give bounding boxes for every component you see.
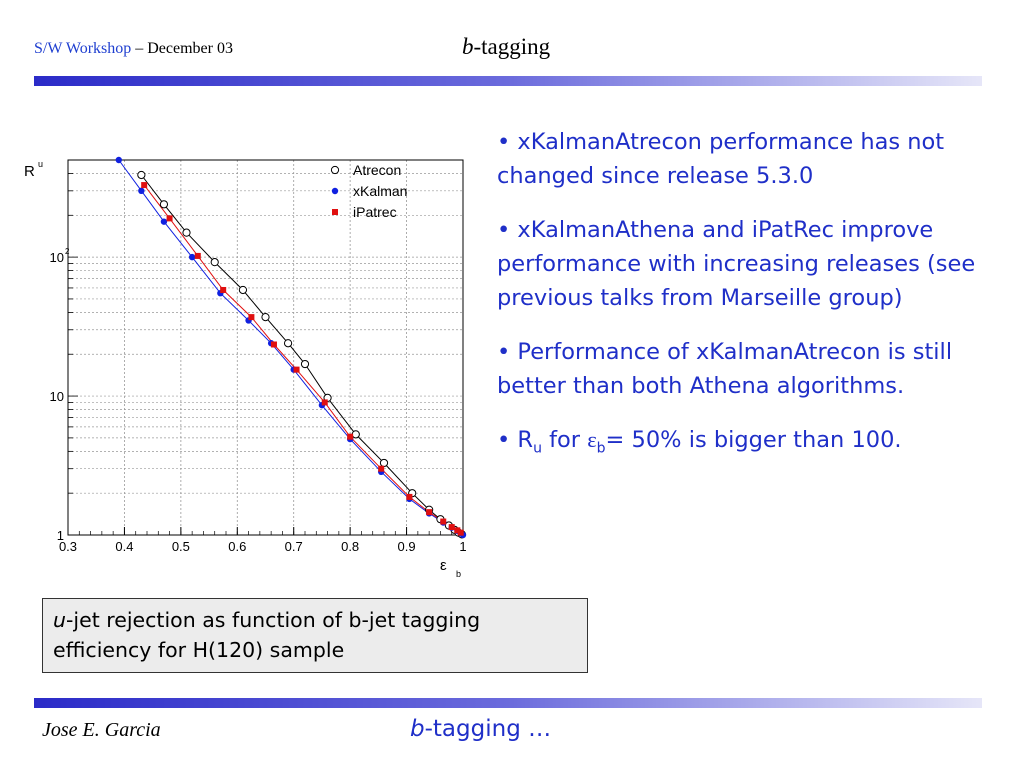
x-tick-label: 0.7 — [285, 539, 303, 554]
x-tick-label: 0.6 — [228, 539, 246, 554]
caption-line-1: u-jet rejection as function of b-jet tag… — [53, 605, 577, 635]
header-dash: – — [131, 40, 148, 57]
point-atrecon — [210, 258, 219, 267]
point-atrecon — [300, 359, 310, 369]
y-tick-label: 10 — [50, 250, 64, 265]
point-ipatrec — [406, 493, 413, 500]
x-tick-label: 0.5 — [172, 539, 190, 554]
point-ipatrec — [141, 182, 148, 189]
y-axis-label: R — [24, 163, 35, 180]
point-atrecon — [137, 170, 146, 180]
point-xkalman — [160, 218, 168, 225]
x-tick-label: 0.3 — [59, 539, 77, 554]
x-axis-label: ε — [440, 557, 447, 574]
figure-caption: u-jet rejection as function of b-jet tag… — [42, 598, 588, 673]
caption-text-1: -jet rejection as function of b-jet tagg… — [66, 608, 481, 632]
chart-legend: Atrecon xKalman iPatrec — [330, 162, 407, 220]
point-ipatrec — [293, 366, 300, 373]
point-ipatrec — [426, 509, 433, 516]
series-line-ipatrec — [143, 184, 461, 534]
point-ipatrec — [270, 341, 277, 348]
y-tick-label: 10 — [50, 389, 64, 404]
footer-title: b-tagging … — [410, 716, 551, 742]
y-tick-label: 1 — [57, 528, 64, 543]
point-ipatrec — [457, 529, 464, 536]
bullet-4-epsilon: ε — [587, 427, 597, 452]
bullet-4-sub-b: b — [596, 440, 606, 457]
point-atrecon — [283, 339, 293, 348]
footer-title-italic: b — [410, 716, 425, 742]
x-tick-label: 0.8 — [341, 539, 359, 554]
x-tick-label: 0.4 — [115, 539, 133, 554]
footer-title-rest: -tagging … — [424, 716, 552, 742]
point-ipatrec — [248, 314, 255, 321]
point-ipatrec — [378, 465, 385, 472]
x-tick-label: 1 — [459, 539, 466, 554]
series-markers — [115, 156, 467, 539]
header-divider — [34, 76, 982, 86]
point-atrecon — [159, 200, 169, 209]
caption-italic-u: u — [53, 608, 66, 632]
point-ipatrec — [448, 524, 455, 531]
bullet-4-prefix: • R — [497, 427, 534, 453]
y-axis-label-sub: u — [38, 159, 43, 169]
point-ipatrec — [194, 252, 201, 259]
footer-divider — [34, 698, 982, 708]
chart-grid — [67, 159, 464, 536]
page-title: b-tagging — [462, 34, 550, 60]
plot-frame — [67, 159, 464, 536]
point-atrecon — [351, 430, 360, 439]
point-atrecon — [238, 285, 248, 295]
point-xkalman — [115, 156, 122, 164]
bullet-1: • xKalmanAtrecon performance has not cha… — [497, 129, 945, 189]
x-axis-label-sub: b — [456, 569, 461, 579]
y-tick-label-sup: 2 — [65, 247, 70, 256]
legend-label-ipatrec: iPatrec — [353, 204, 397, 220]
legend-marker-atrecon — [330, 165, 340, 175]
point-atrecon — [261, 313, 270, 322]
point-ipatrec — [166, 215, 173, 222]
bullet-2: • xKalmanAthena and iPatRec improve perf… — [497, 217, 976, 311]
point-atrecon — [182, 228, 191, 237]
caption-line-2: efficiency for H(120) sample — [53, 638, 345, 662]
point-ipatrec — [440, 518, 447, 525]
point-ipatrec — [321, 399, 328, 406]
header-date: December 03 — [147, 40, 233, 57]
series-line-atrecon — [141, 174, 463, 535]
point-xkalman — [188, 253, 196, 261]
bullet-4-for: for — [541, 427, 588, 453]
point-ipatrec — [454, 527, 461, 534]
x-tick-label: 0.9 — [398, 539, 416, 554]
title-rest: -tagging — [473, 34, 551, 59]
point-atrecon — [379, 458, 389, 468]
bullet-4-rest: = 50% is bigger than 100. — [605, 427, 902, 453]
title-italic-b: b — [462, 34, 474, 59]
bullet-list: • xKalmanAtrecon performance has not cha… — [497, 125, 1007, 486]
footer-author: Jose E. Garcia — [42, 719, 161, 741]
header-workshop: S/W Workshop – December 03 — [34, 40, 233, 58]
bullet-3: • Performance of xKalmanAtrecon is still… — [497, 339, 953, 399]
legend-marker-ipatrec — [332, 209, 338, 215]
workshop-name: S/W Workshop — [34, 40, 132, 57]
point-xkalman — [138, 187, 145, 195]
bullet-4: • Ru for εb= 50% is bigger than 100. — [497, 423, 1007, 466]
point-ipatrec — [347, 433, 354, 440]
point-ipatrec — [220, 286, 227, 293]
legend-label-atrecon: Atrecon — [353, 162, 401, 178]
legend-marker-xkalman — [331, 187, 339, 195]
legend-label-xkalman: xKalman — [353, 183, 407, 199]
bullet-4-sub-u: u — [533, 440, 542, 457]
